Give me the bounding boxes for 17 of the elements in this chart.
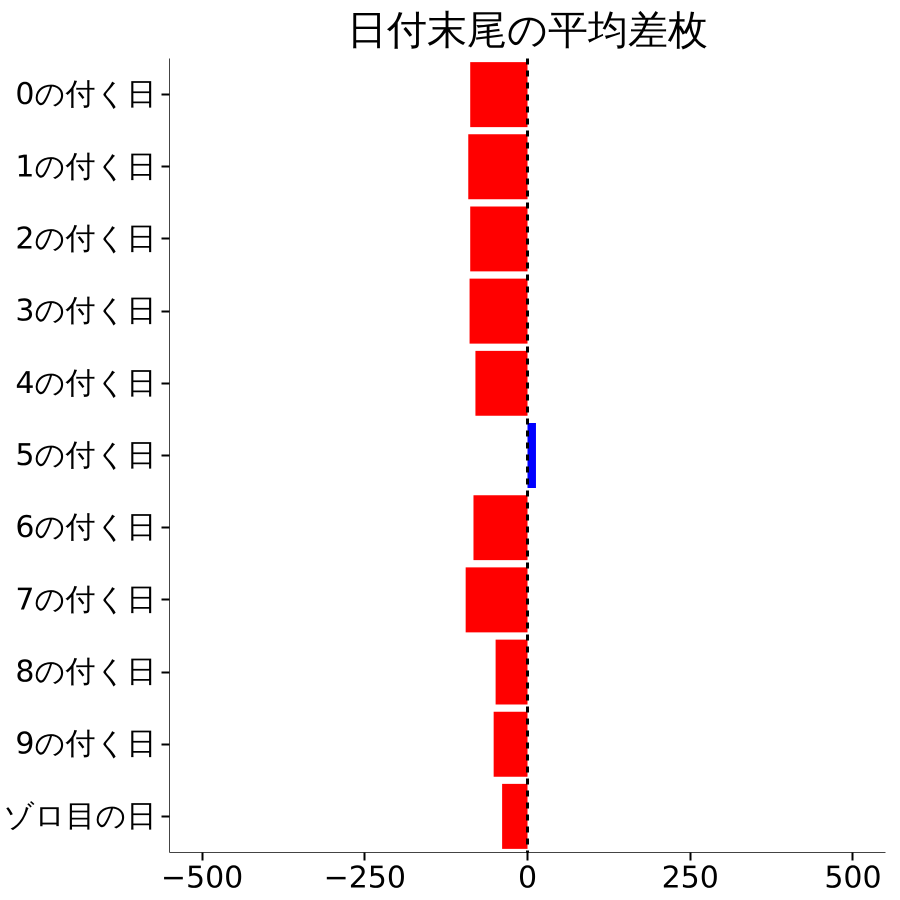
x-tick-label: 250 <box>662 860 719 896</box>
y-tick-label: 0の付く日 <box>15 77 157 112</box>
y-tick-label: 5の付く日 <box>15 438 157 473</box>
y-tick-label: ゾロ目の日 <box>4 798 156 834</box>
y-tick-label: 7の付く日 <box>15 582 157 618</box>
y-tick-label: 2の付く日 <box>15 221 157 256</box>
y-tick-label: 4の付く日 <box>15 366 157 401</box>
y-tick-label: 1の付く日 <box>15 149 157 184</box>
x-tick-label: −250 <box>324 860 406 896</box>
y-tick-label: 9の付く日 <box>15 726 157 762</box>
x-tick-label: 500 <box>824 860 882 896</box>
x-tick-label: −500 <box>160 860 244 896</box>
chart-title: 日付末尾の平均差枚 <box>347 8 708 54</box>
y-tick-label: 8の付く日 <box>15 654 157 690</box>
y-tick-label: 6の付く日 <box>15 510 157 546</box>
y-tick-label: 3の付く日 <box>15 294 157 329</box>
x-tick-label: 0 <box>518 860 538 896</box>
